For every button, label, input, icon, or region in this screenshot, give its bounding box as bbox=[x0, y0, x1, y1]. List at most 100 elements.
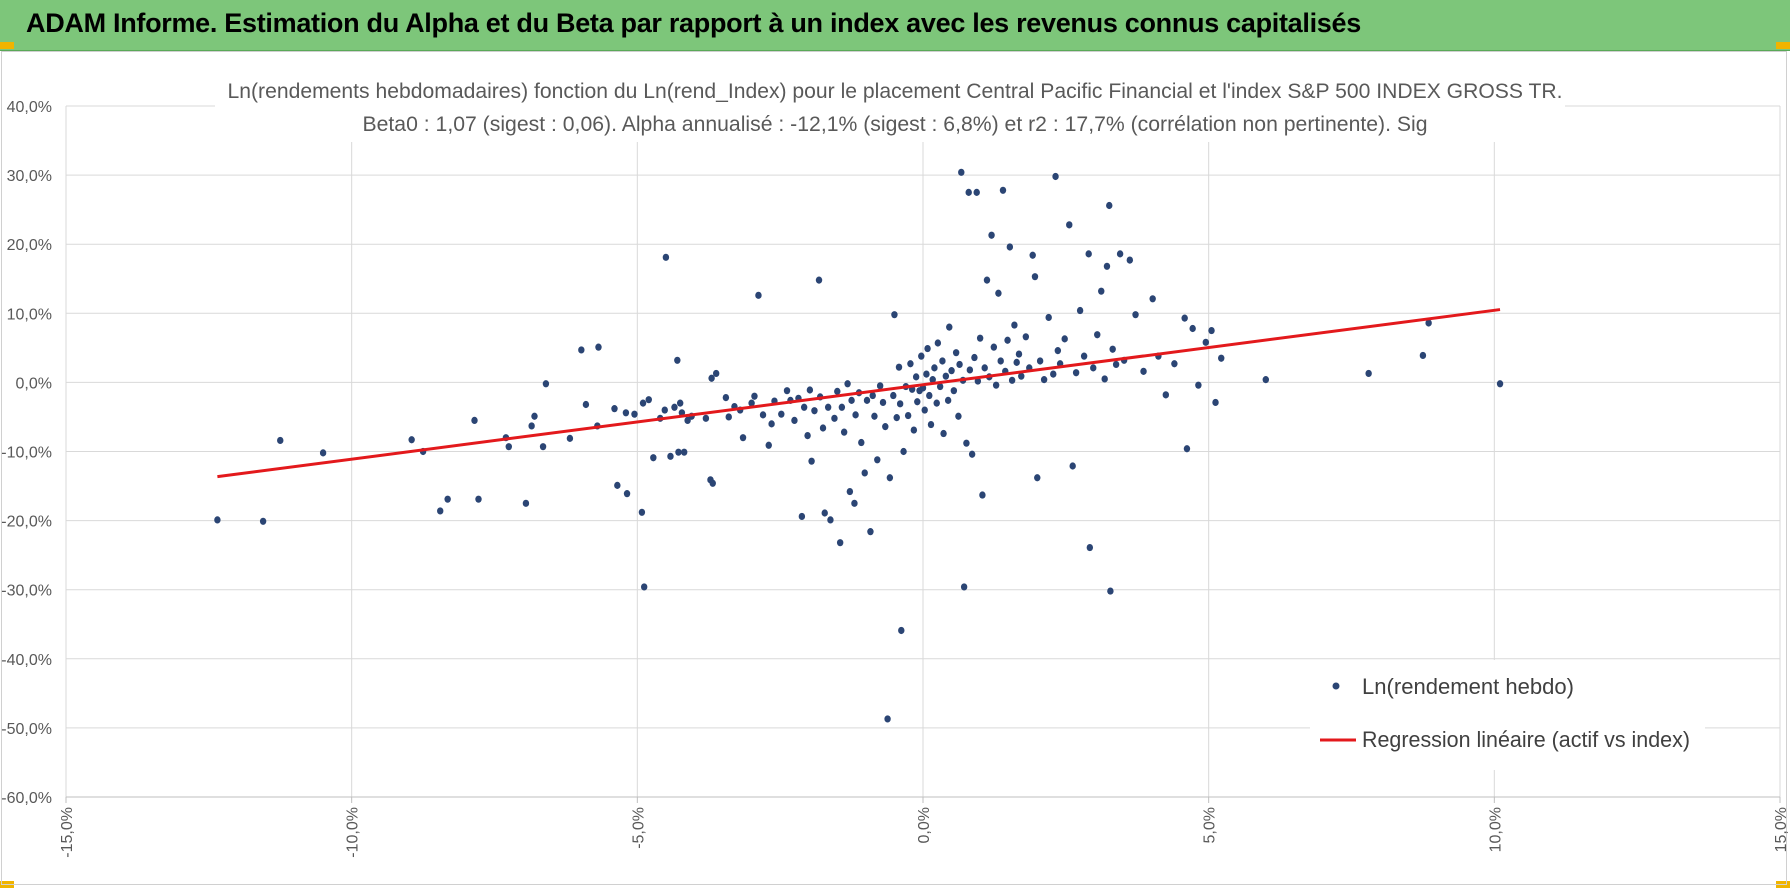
legend-label-regression: Regression linéaire (actif vs index) bbox=[1362, 727, 1690, 752]
data-point bbox=[661, 406, 668, 414]
data-point bbox=[898, 626, 905, 635]
data-point bbox=[1208, 326, 1215, 335]
data-point bbox=[939, 357, 946, 365]
data-point bbox=[895, 363, 903, 371]
x-tick-label: 10,0% bbox=[1487, 807, 1504, 852]
chart-frame bbox=[1, 51, 1787, 885]
data-point bbox=[871, 412, 878, 420]
data-point bbox=[1149, 295, 1156, 303]
data-point bbox=[821, 509, 828, 517]
data-point bbox=[808, 457, 815, 465]
data-point bbox=[475, 495, 482, 503]
data-point bbox=[914, 398, 921, 406]
data-point bbox=[709, 479, 716, 487]
data-point bbox=[622, 409, 630, 417]
data-point bbox=[1098, 287, 1105, 295]
x-tick-label: 0,0% bbox=[916, 807, 933, 843]
data-point bbox=[712, 369, 720, 378]
data-point bbox=[614, 481, 621, 489]
data-point bbox=[1212, 398, 1219, 407]
chart-title-background bbox=[215, 72, 1565, 142]
data-point bbox=[1162, 391, 1170, 399]
data-point bbox=[929, 376, 936, 384]
data-point bbox=[900, 447, 907, 456]
data-point bbox=[1061, 335, 1068, 343]
data-point bbox=[1052, 172, 1059, 181]
data-point bbox=[983, 276, 991, 284]
data-point bbox=[542, 380, 550, 388]
data-point bbox=[1365, 369, 1372, 378]
data-point bbox=[662, 253, 670, 261]
data-point bbox=[861, 469, 868, 477]
y-tick-label: 30,0% bbox=[7, 168, 52, 185]
data-point bbox=[1090, 364, 1097, 372]
chart-title-line2: Beta0 : 1,07 (sigest : 0,06). Alpha annu… bbox=[363, 113, 1428, 136]
data-point bbox=[1054, 347, 1062, 355]
data-point bbox=[896, 400, 904, 408]
data-point bbox=[940, 429, 947, 438]
data-point bbox=[927, 420, 935, 429]
data-point bbox=[1066, 221, 1073, 229]
data-point bbox=[722, 394, 730, 402]
data-point bbox=[948, 367, 955, 375]
data-point bbox=[739, 434, 747, 442]
data-point bbox=[958, 168, 965, 176]
data-point bbox=[1011, 321, 1018, 329]
data-point bbox=[815, 276, 823, 284]
data-point bbox=[863, 396, 871, 404]
x-tick-label: 15,0% bbox=[1773, 807, 1790, 852]
data-point bbox=[674, 356, 681, 364]
data-point bbox=[1040, 376, 1048, 384]
data-point bbox=[876, 382, 884, 390]
data-point bbox=[879, 398, 887, 407]
data-point bbox=[934, 339, 942, 347]
data-point bbox=[874, 456, 881, 464]
data-point bbox=[319, 449, 327, 457]
data-point bbox=[992, 381, 1000, 389]
data-point bbox=[952, 349, 960, 357]
data-point bbox=[437, 507, 444, 515]
data-point bbox=[1171, 360, 1178, 368]
y-tick-label: -40,0% bbox=[1, 652, 52, 669]
data-point bbox=[471, 416, 478, 425]
data-point bbox=[827, 516, 834, 524]
data-point bbox=[931, 364, 938, 372]
data-point bbox=[708, 374, 715, 382]
data-point bbox=[645, 396, 652, 404]
data-point bbox=[1086, 543, 1094, 552]
data-point bbox=[522, 499, 530, 507]
regression-line-layer bbox=[217, 308, 1501, 479]
data-point bbox=[1029, 251, 1036, 259]
data-point bbox=[1101, 375, 1108, 383]
data-point bbox=[1050, 370, 1057, 378]
data-point bbox=[995, 289, 1002, 297]
data-point bbox=[800, 403, 808, 411]
data-point bbox=[904, 411, 912, 420]
data-point bbox=[907, 360, 914, 368]
data-point bbox=[851, 499, 858, 507]
data-point bbox=[971, 353, 978, 362]
data-point bbox=[838, 403, 846, 411]
y-tick-label: -10,0% bbox=[1, 445, 52, 462]
data-point bbox=[640, 583, 648, 591]
data-point bbox=[819, 424, 827, 432]
data-point bbox=[1189, 324, 1196, 333]
data-point bbox=[963, 439, 970, 447]
gridlines bbox=[65, 105, 1781, 798]
y-tick-label: 0,0% bbox=[16, 375, 52, 392]
data-point bbox=[1202, 338, 1210, 346]
data-point bbox=[910, 426, 918, 434]
data-point bbox=[936, 382, 944, 391]
data-point bbox=[852, 411, 859, 419]
data-point bbox=[804, 432, 811, 440]
data-point bbox=[979, 491, 986, 499]
data-point bbox=[1004, 336, 1011, 344]
data-point bbox=[997, 357, 1004, 365]
data-point bbox=[539, 443, 547, 451]
data-point bbox=[277, 436, 284, 445]
report-title: ADAM Informe. Estimation du Alpha et du … bbox=[26, 8, 1361, 38]
data-point bbox=[844, 380, 851, 388]
data-point bbox=[1076, 306, 1084, 315]
data-point bbox=[1181, 314, 1188, 322]
